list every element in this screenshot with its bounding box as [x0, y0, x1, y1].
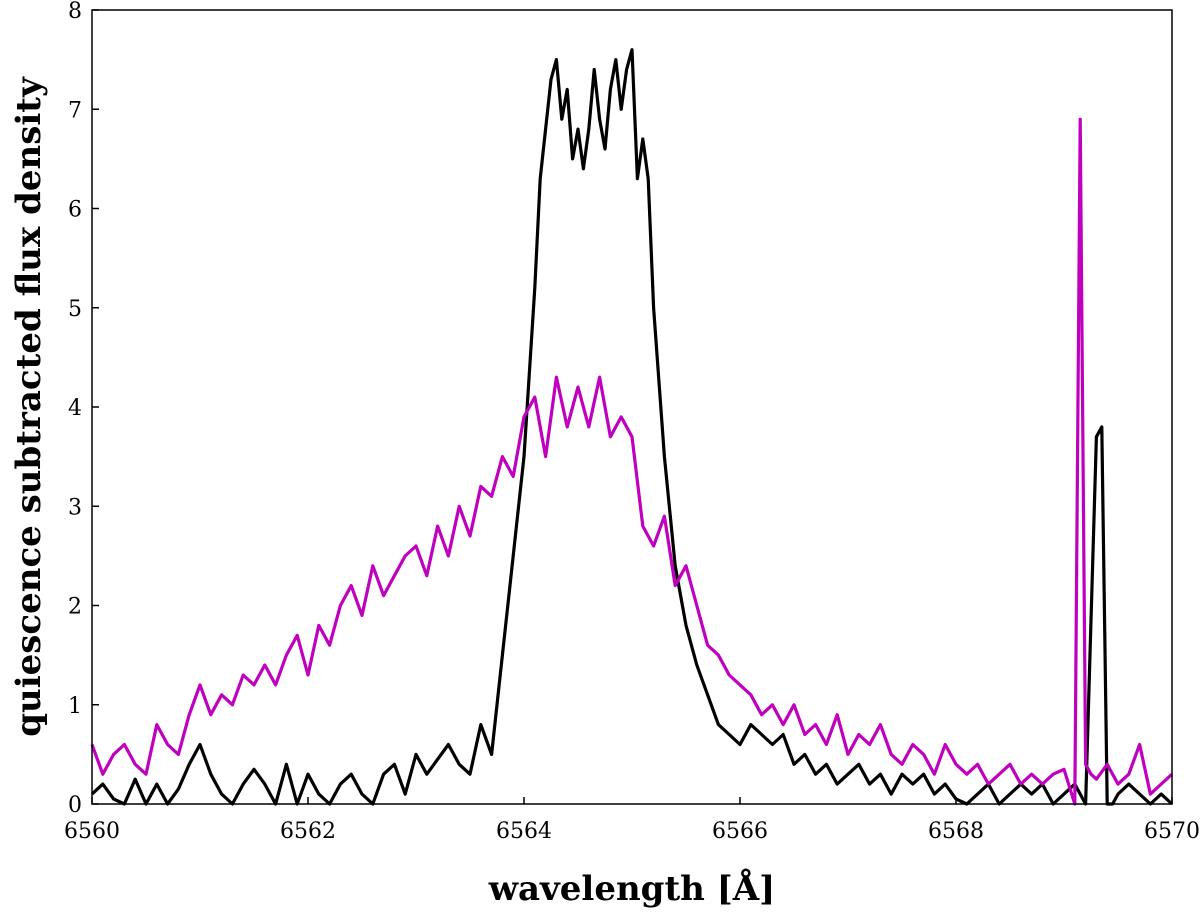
- x-tick-label: 6562: [280, 819, 336, 844]
- y-tick-label: 7: [68, 98, 82, 123]
- x-tick-label: 6568: [928, 819, 984, 844]
- x-axis-title: wavelength [Å]: [488, 868, 776, 909]
- y-tick-label: 0: [68, 793, 82, 818]
- x-tick-label: 6570: [1144, 819, 1200, 844]
- series-line-0: [90, 48, 1174, 806]
- y-axis-title: quiescence subtracted flux density: [9, 76, 49, 737]
- y-tick-label: 5: [68, 297, 82, 322]
- x-axis: 6560 6562 6564 6566 6568 6570: [64, 797, 1200, 844]
- y-tick-label: 4: [68, 396, 82, 421]
- x-tick-label: 6564: [496, 819, 552, 844]
- y-axis: 0 1 2 3 4 5 6 7 8: [68, 0, 99, 818]
- y-tick-label: 2: [68, 595, 82, 620]
- series-layer: [90, 48, 1174, 806]
- y-tick-label: 3: [68, 495, 82, 520]
- y-tick-label: 6: [68, 198, 82, 223]
- x-tick-label: 6560: [64, 819, 120, 844]
- y-tick-label: 8: [68, 0, 82, 24]
- series-line-1: [90, 117, 1174, 806]
- y-tick-label: 1: [68, 694, 82, 719]
- x-tick-label: 6566: [712, 819, 768, 844]
